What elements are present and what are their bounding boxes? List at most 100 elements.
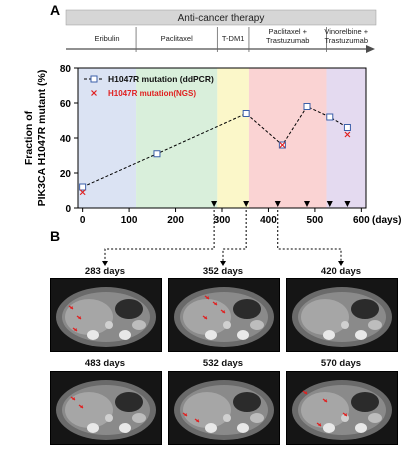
stomach-region [233,299,261,319]
scan-day-label: 352 days [202,266,244,277]
lesion-arrowhead [206,296,209,299]
lesion-arrowhead [80,405,83,408]
lesion-arrowhead [74,328,77,331]
kidney-left [205,330,217,340]
spine [341,321,349,329]
x-axis-label: (days) [372,215,401,226]
liver-region [183,299,231,335]
scan-day-label: 283 days [84,266,126,277]
spleen-region [132,413,146,423]
mri-scan-image [50,278,162,352]
scan-day-label: 532 days [202,358,244,369]
x-tick-label: 0 [80,215,86,226]
phase-label-2: Trastuzumab [325,36,369,45]
mutation-chart: 0 20 40 60 80 0 100 200 300 400 500 600 (days) Fracti… [23,64,401,226]
phase-band [136,68,218,208]
mri-scan-image [286,371,398,445]
y-tick-label: 80 [60,64,72,75]
kidney-right [119,423,131,433]
x-tick-label: 200 [167,215,184,226]
timeline-arrowhead [366,45,375,53]
mri-scan-image [168,371,280,445]
x-tick-label: 400 [260,215,277,226]
lesion-arrowhead [304,391,307,394]
legend-square-marker [90,75,98,83]
kidney-right [355,423,367,433]
mri-scan-image [50,371,162,445]
stomach-region [351,392,379,412]
lesion-arrowhead [318,423,321,426]
event-marker [243,201,250,207]
day-connectors [102,210,344,266]
y-axis-label-2: PIK3CA H1047R mutant (%) [36,70,48,207]
spine [223,414,231,422]
stomach-region [115,299,143,319]
mri-scan-graphic [51,372,161,444]
lesion-arrowhead [196,419,199,422]
spleen-region [132,320,146,330]
phase-label: Paclitaxel [161,34,193,43]
lesion-arrowhead [184,413,187,416]
kidney-left [323,423,335,433]
lesion-arrowhead [222,310,225,313]
x-tick-label: 600 [353,215,370,226]
legend: H1047R mutation (ddPCR) H1047R mutation(N… [84,74,214,98]
lesion-arrowhead [70,306,73,309]
liver-region [183,392,231,428]
phase-band [217,68,249,208]
mri-scan-graphic [169,372,279,444]
phase-label: Vinorelbine + [324,27,368,36]
lesion-arrowhead [72,397,75,400]
stomach-region [351,299,379,319]
ddpcr-point [79,183,87,191]
lesion-arrowhead [204,316,207,319]
mri-scan-image [286,278,398,352]
ngs-point [279,142,286,148]
legend-label-ngs: H1047R mutation(NGS) [108,89,196,98]
event-marker [326,201,333,207]
panel-b-letter: B [50,228,61,244]
phase-label-2: Trastuzumab [266,36,310,45]
ddpcr-point [343,124,351,131]
y-tick-label: 0 [65,204,71,215]
mri-scan-graphic [287,279,397,351]
header-bar [65,9,377,26]
spleen-region [368,320,382,330]
liver-region [301,392,349,428]
ddpcr-point [153,150,161,158]
x-tick-label: 100 [121,215,138,226]
spine [105,321,113,329]
mri-scan-graphic [169,279,279,351]
kidney-right [237,330,249,340]
mri-scan-image [168,278,280,352]
ddpcr-point [303,103,311,110]
event-marker [274,201,281,207]
lesion-arrowhead [78,316,81,319]
spine [105,414,113,422]
y-tick-label: 20 [60,169,72,180]
kidney-left [87,423,99,433]
event-marker [344,201,351,207]
scan-day-label: 420 days [320,266,362,277]
kidney-right [355,330,367,340]
y-axis-label-1: Fraction of [23,110,35,165]
mri-scan-graphic [287,372,397,444]
connector-arrowhead [102,261,108,266]
therapy-header: Anti-cancer therapy Eribulin Paclitaxel T-D… [65,9,377,53]
scan-day-label: 570 days [320,358,362,369]
connector-line [222,210,247,262]
phase-label: Eribulin [95,34,120,43]
phase-band [326,68,366,208]
connector-arrowhead [338,261,344,266]
connector-line [104,210,215,262]
ddpcr-point [326,113,334,121]
connector-arrowhead [220,261,226,266]
mri-scan-graphic [51,279,161,351]
kidney-left [205,423,217,433]
kidney-right [119,330,131,340]
stomach-region [115,392,143,412]
x-tick-label: 500 [307,215,324,226]
ddpcr-point [242,110,250,117]
liver-region [65,392,113,428]
